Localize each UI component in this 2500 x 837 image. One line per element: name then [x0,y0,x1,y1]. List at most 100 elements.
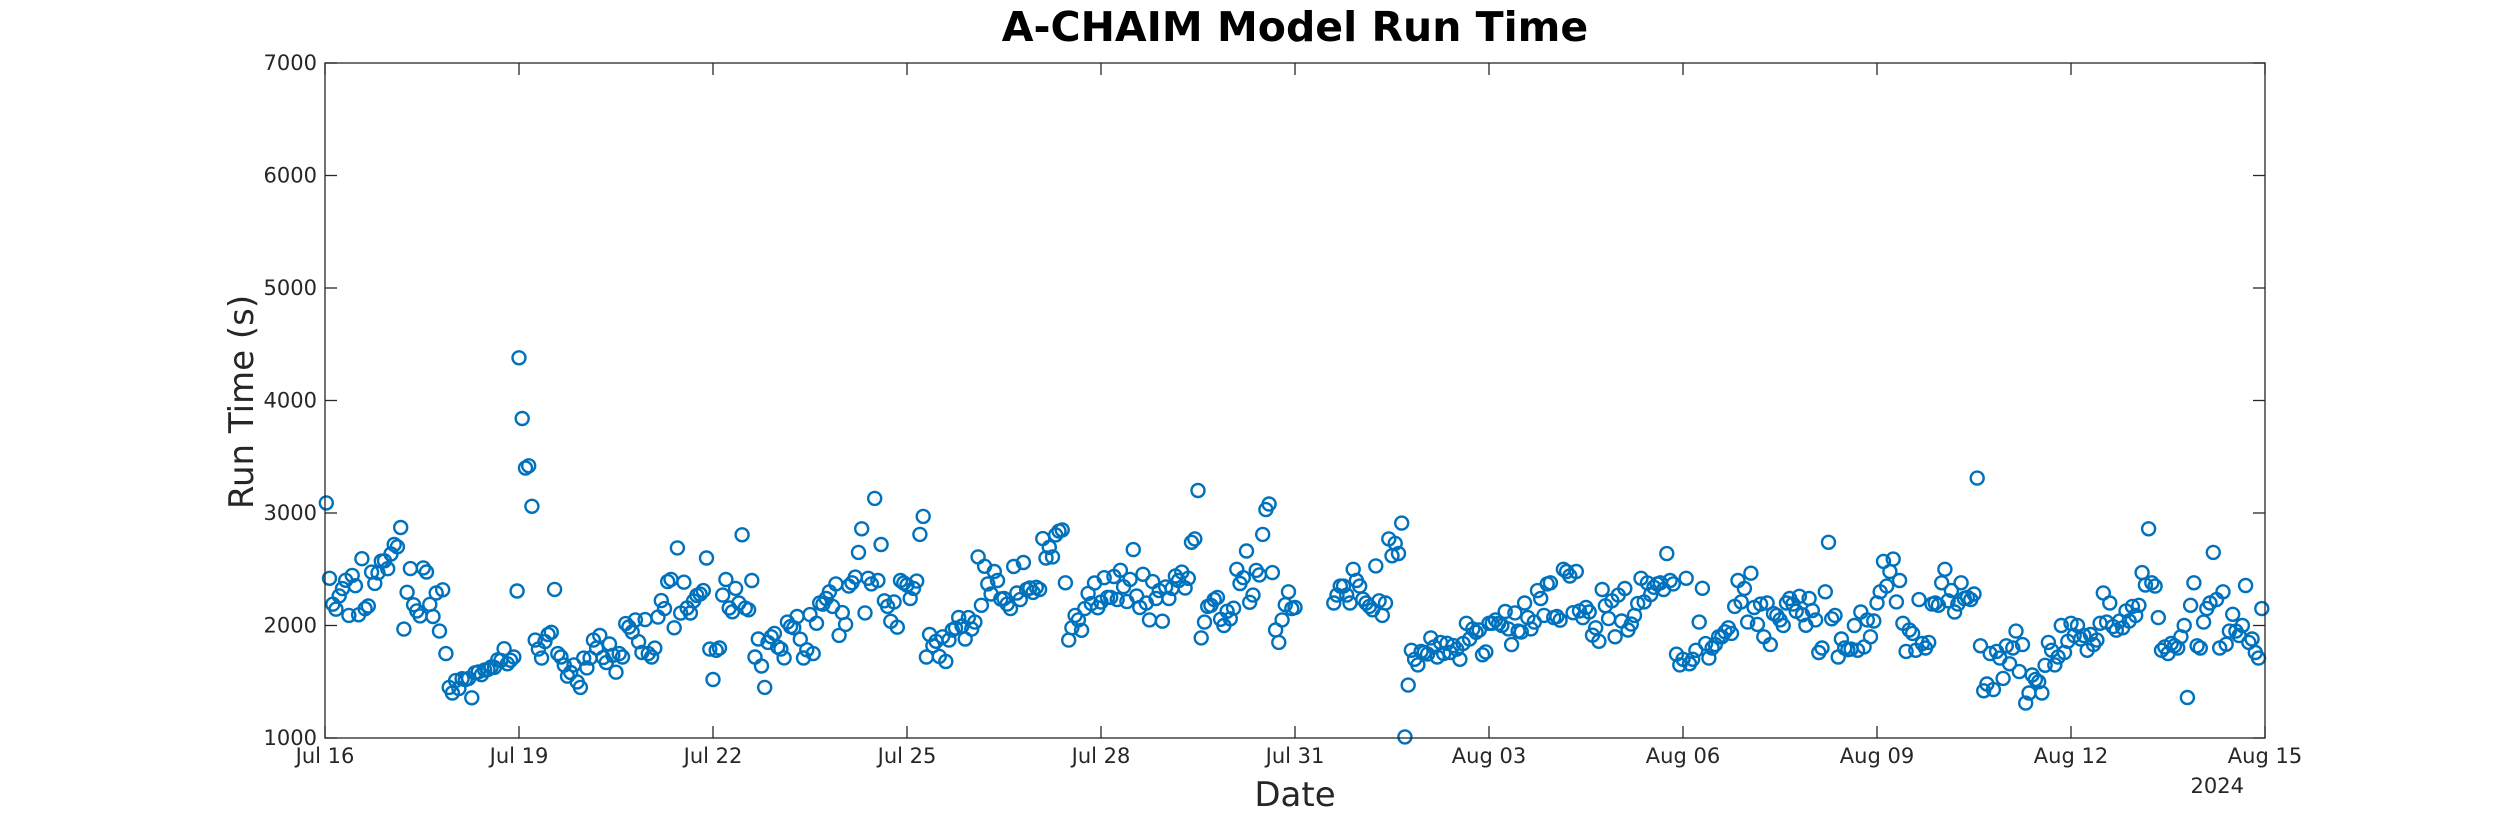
data-point [854,521,870,537]
x-tick-label: Jul 28 [1070,744,1131,768]
data-point [802,606,818,623]
y-tick-label: 7000 [264,51,317,75]
data-point [1600,610,1617,627]
x-axis-title: Date [1254,775,1335,815]
data-point [1542,575,1559,591]
data-point [656,600,673,617]
data-point [2001,656,2018,672]
data-point [1701,650,1717,666]
data-point [1235,570,1252,586]
data-point [1723,625,1740,642]
data-point [1452,651,1468,667]
data-point [1629,595,1646,612]
data-point [1966,586,1982,602]
data-point [1141,612,1158,628]
x-tick-label: Jul 19 [488,744,549,768]
data-point [1393,515,1410,531]
data-point [1180,570,1197,586]
data-point [873,536,889,553]
data-point [744,572,760,589]
data-point [1704,640,1720,656]
data-points [318,350,2270,745]
data-point [1694,580,1711,596]
data-point [389,539,406,555]
data-point [1371,593,1387,609]
data-point [502,652,519,668]
data-point [964,621,980,637]
data-point [399,584,415,600]
data-point [341,607,357,624]
data-point [1271,634,1287,651]
data-point [1940,593,1956,609]
data-point [1177,580,1193,596]
data-point [1245,587,1261,603]
data-point [1937,561,1953,577]
data-point [1817,584,1834,600]
data-point [553,649,569,665]
data-point [393,519,409,536]
data-point [1972,638,1989,654]
x-tick-label: Aug 12 [2034,744,2108,768]
data-point [1274,612,1290,628]
data-point [1468,624,1484,640]
data-point [1397,729,1413,745]
data-point [1154,613,1171,629]
data-point [886,594,902,610]
data-point [2127,607,2144,624]
data-point [533,650,550,666]
data-point [1503,636,1520,653]
data-point [1743,565,1759,581]
data-point [470,664,486,680]
data-point [2008,623,2024,639]
data-point [1196,614,1213,630]
data-point [947,620,964,636]
data-point [973,597,990,613]
data-point [841,578,857,594]
data-point [967,614,983,630]
data-point [1125,541,1142,558]
data-point [344,567,360,584]
data-point [1885,551,1901,567]
data-point [386,536,402,553]
y-axis: 1000 2000 3000 4000 5000 6000 7000 [264,51,2265,750]
data-point [1222,611,1239,627]
data-point [611,645,627,662]
data-point [666,620,682,636]
data-point [2179,689,2196,706]
data-point [1326,595,1342,611]
data-point [1190,482,1206,499]
data-point [1102,589,1119,606]
data-point [2144,575,2160,591]
data-point [941,632,957,648]
data-point [1287,599,1303,616]
data-point [831,627,847,644]
data-point [1238,543,1255,559]
data-point [702,641,718,657]
data-point [1623,616,1640,632]
data-point [572,679,589,696]
data-point [415,560,431,576]
data-point [579,660,595,676]
data-point [1804,602,1821,619]
data-point [592,627,608,644]
data-point [1591,633,1607,649]
y-tick-label: 3000 [264,501,317,525]
data-point [367,575,383,592]
data-point [1898,643,1914,660]
data-point [1911,591,1927,608]
data-point [2047,657,2063,673]
y-tick-label: 4000 [264,389,317,413]
data-point [1513,624,1530,640]
data-point [1946,604,1963,620]
data-point [357,601,373,617]
data-point [980,576,996,592]
data-point [1662,572,1678,589]
data-point [951,609,967,626]
data-point [1814,640,1830,656]
data-point [2224,606,2241,622]
data-point [1122,571,1138,588]
y-tick-label: 6000 [264,164,317,188]
data-point [1736,580,1753,597]
data-point [1054,522,1070,538]
